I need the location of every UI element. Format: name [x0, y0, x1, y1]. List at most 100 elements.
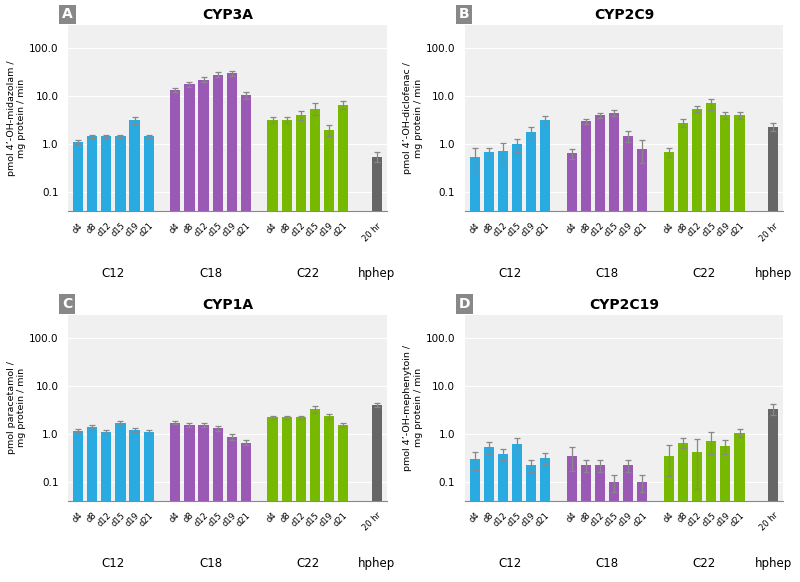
Title: CYP3A: CYP3A — [202, 9, 253, 23]
Bar — [241, 443, 251, 582]
Bar — [484, 151, 494, 582]
Text: C18: C18 — [199, 267, 222, 280]
Bar — [692, 452, 702, 582]
Bar — [768, 409, 778, 582]
Bar — [512, 144, 522, 582]
Text: C22: C22 — [693, 267, 716, 280]
Bar — [267, 120, 278, 582]
Bar — [102, 432, 111, 582]
Bar — [595, 115, 605, 582]
Bar — [310, 410, 320, 582]
Bar — [526, 466, 536, 582]
Bar — [678, 123, 688, 582]
Bar — [213, 74, 222, 582]
Bar — [720, 115, 730, 582]
Bar — [170, 423, 181, 582]
Bar — [581, 466, 591, 582]
Bar — [73, 431, 83, 582]
Bar — [540, 120, 550, 582]
Bar — [678, 443, 688, 582]
Bar — [213, 428, 222, 582]
Bar — [324, 130, 334, 582]
Bar — [372, 157, 382, 582]
Bar — [581, 121, 591, 582]
Text: A: A — [62, 8, 73, 22]
Bar — [198, 425, 209, 582]
Bar — [484, 448, 494, 582]
Bar — [184, 425, 194, 582]
Bar — [267, 417, 278, 582]
Bar — [498, 151, 508, 582]
Bar — [324, 416, 334, 582]
Bar — [87, 427, 98, 582]
Bar — [623, 466, 634, 582]
Bar — [692, 108, 702, 582]
Bar — [198, 80, 209, 582]
Text: C22: C22 — [693, 557, 716, 570]
Bar — [73, 142, 83, 582]
Bar — [664, 151, 674, 582]
Text: C18: C18 — [199, 557, 222, 570]
Bar — [241, 95, 251, 582]
Text: C12: C12 — [498, 267, 522, 280]
Bar — [184, 84, 194, 582]
Bar — [130, 430, 140, 582]
Bar — [338, 105, 348, 582]
Bar — [609, 482, 619, 582]
Bar — [115, 136, 126, 582]
Bar — [310, 108, 320, 582]
Text: C18: C18 — [595, 267, 618, 280]
Bar — [595, 466, 605, 582]
Bar — [226, 437, 237, 582]
Text: B: B — [458, 8, 469, 22]
Text: hphep: hphep — [358, 557, 395, 570]
Bar — [372, 405, 382, 582]
Bar — [338, 425, 348, 582]
Bar — [115, 423, 126, 582]
Y-axis label: pmol paracetamol /
mg protein / min: pmol paracetamol / mg protein / min — [7, 361, 26, 455]
Text: C22: C22 — [296, 267, 319, 280]
Bar — [768, 127, 778, 582]
Bar — [540, 457, 550, 582]
Bar — [623, 136, 634, 582]
Text: hphep: hphep — [358, 267, 395, 280]
Text: C12: C12 — [102, 557, 125, 570]
Text: hphep: hphep — [754, 557, 792, 570]
Text: hphep: hphep — [754, 267, 792, 280]
Bar — [526, 132, 536, 582]
Text: D: D — [458, 297, 470, 311]
Text: C12: C12 — [498, 557, 522, 570]
Title: CYP1A: CYP1A — [202, 298, 253, 312]
Bar — [282, 120, 292, 582]
Bar — [130, 120, 140, 582]
Bar — [226, 73, 237, 582]
Bar — [282, 417, 292, 582]
Bar — [567, 456, 577, 582]
Bar — [512, 443, 522, 582]
Bar — [609, 113, 619, 582]
Y-axis label: pmol 4’-OH-diclofenac /
mg protein / min: pmol 4’-OH-diclofenac / mg protein / min — [403, 62, 423, 174]
Bar — [498, 454, 508, 582]
Bar — [638, 149, 647, 582]
Bar — [706, 441, 717, 582]
Bar — [470, 459, 480, 582]
Title: CYP2C9: CYP2C9 — [594, 9, 654, 23]
Title: CYP2C19: CYP2C19 — [589, 298, 659, 312]
Y-axis label: pmol 4’-OH-mephenytoin /
mg protein / min: pmol 4’-OH-mephenytoin / mg protein / mi… — [403, 345, 423, 471]
Bar — [102, 136, 111, 582]
Text: C18: C18 — [595, 557, 618, 570]
Bar — [143, 136, 154, 582]
Bar — [470, 157, 480, 582]
Text: C: C — [62, 297, 72, 311]
Bar — [734, 115, 745, 582]
Bar — [143, 432, 154, 582]
Bar — [87, 136, 98, 582]
Text: C12: C12 — [102, 267, 125, 280]
Bar — [170, 90, 181, 582]
Bar — [567, 153, 577, 582]
Bar — [296, 417, 306, 582]
Text: C22: C22 — [296, 557, 319, 570]
Bar — [734, 432, 745, 582]
Bar — [720, 446, 730, 582]
Bar — [664, 456, 674, 582]
